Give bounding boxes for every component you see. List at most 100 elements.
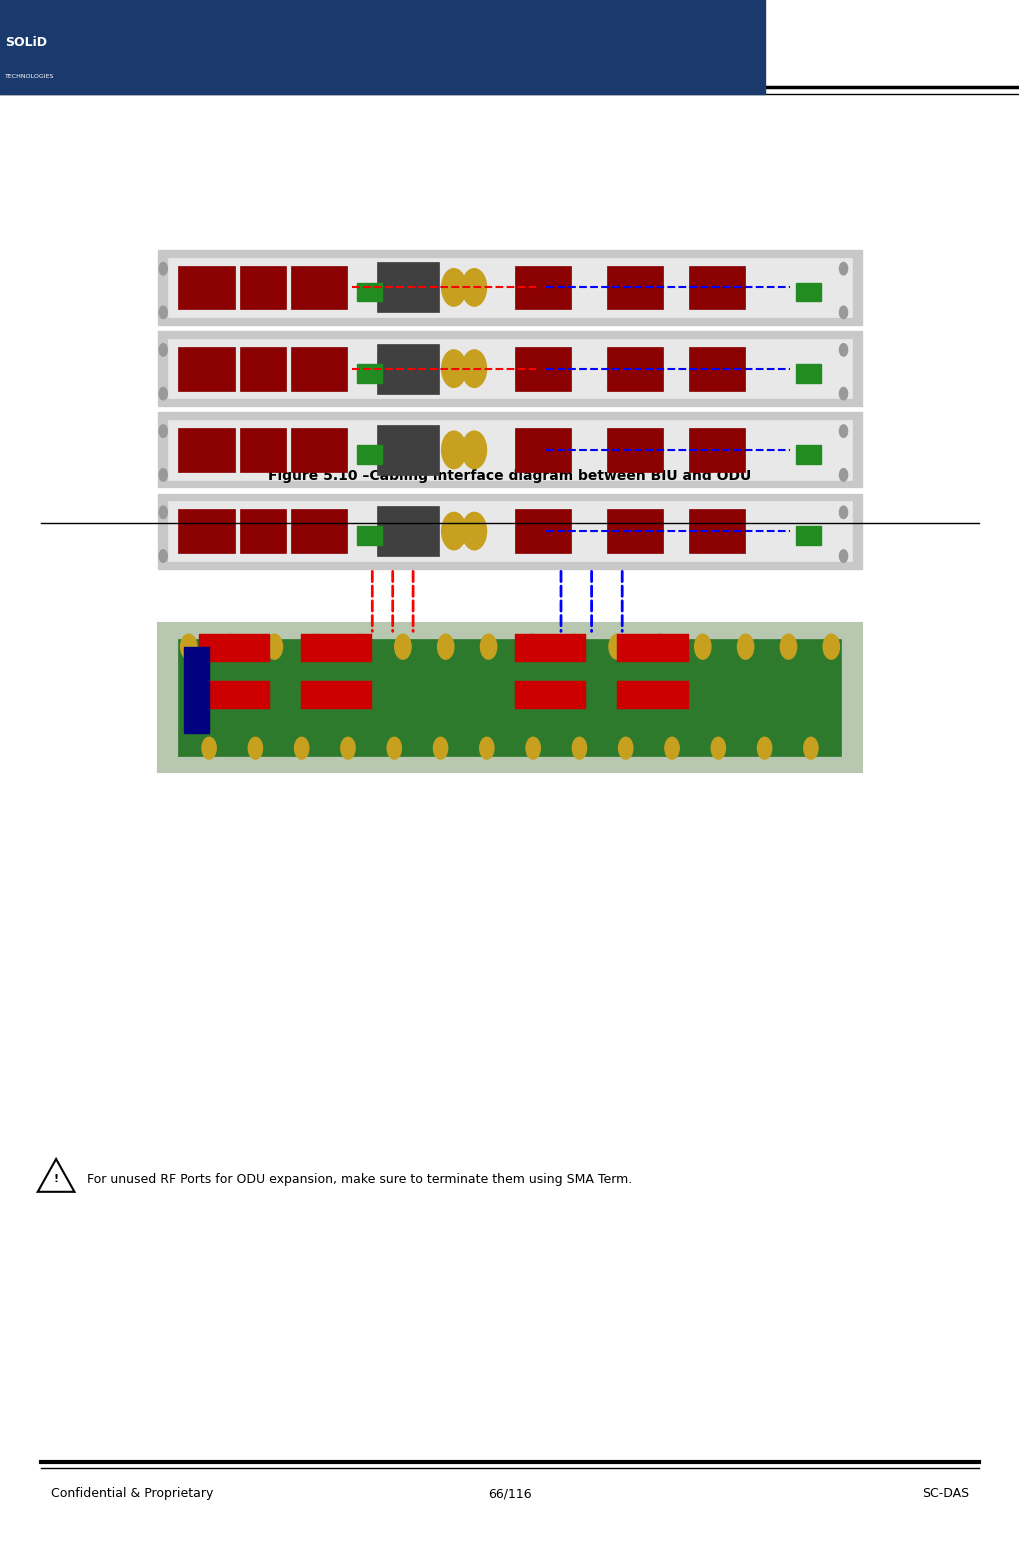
Circle shape [462, 512, 486, 550]
Bar [606, 266, 662, 309]
Bar [377, 344, 438, 394]
Bar [515, 266, 571, 309]
Bar [515, 428, 571, 472]
Bar [178, 509, 234, 553]
Circle shape [352, 634, 368, 659]
Circle shape [757, 737, 771, 759]
Circle shape [651, 634, 667, 659]
Circle shape [839, 344, 847, 356]
Bar [183, 647, 209, 733]
Bar [178, 428, 234, 472]
Bar [239, 266, 285, 309]
Circle shape [839, 425, 847, 437]
Circle shape [159, 425, 167, 437]
Circle shape [462, 269, 486, 306]
Circle shape [462, 431, 486, 469]
Bar [158, 250, 861, 325]
Circle shape [822, 634, 839, 659]
Circle shape [737, 634, 753, 659]
Bar [158, 412, 861, 487]
Circle shape [839, 469, 847, 481]
Bar [357, 445, 382, 464]
Bar [290, 266, 346, 309]
Bar [515, 509, 571, 553]
Bar [688, 266, 744, 309]
Circle shape [441, 269, 466, 306]
Circle shape [387, 737, 401, 759]
Text: For unused RF Ports for ODU expansion, make sure to terminate them using SMA Ter: For unused RF Ports for ODU expansion, m… [87, 1173, 632, 1186]
Bar [357, 283, 382, 301]
Bar [616, 681, 688, 709]
Circle shape [202, 737, 216, 759]
Bar [377, 506, 438, 556]
Bar [158, 331, 861, 406]
Circle shape [159, 262, 167, 275]
Circle shape [294, 737, 309, 759]
Circle shape [223, 634, 239, 659]
Circle shape [523, 634, 539, 659]
Bar [301, 634, 372, 662]
Text: Figure 5.10 –Cabling interface diagram between BIU and ODU: Figure 5.10 –Cabling interface diagram b… [268, 470, 751, 483]
Circle shape [462, 350, 486, 387]
Bar [199, 634, 270, 662]
Bar [377, 262, 438, 312]
Circle shape [340, 737, 355, 759]
Bar [158, 623, 861, 772]
Circle shape [608, 634, 625, 659]
Circle shape [159, 550, 167, 562]
Circle shape [839, 506, 847, 519]
Circle shape [780, 634, 796, 659]
Circle shape [694, 634, 710, 659]
Bar [239, 347, 285, 390]
Bar [178, 639, 841, 756]
Circle shape [433, 737, 447, 759]
Circle shape [394, 634, 411, 659]
Bar [0, 0, 764, 94]
Circle shape [479, 737, 493, 759]
Circle shape [180, 634, 197, 659]
Bar [377, 425, 438, 475]
Bar [168, 420, 851, 480]
Bar [239, 509, 285, 553]
Bar [132, 109, 887, 461]
Bar [239, 428, 285, 472]
Bar [168, 258, 851, 317]
Circle shape [159, 306, 167, 319]
Circle shape [159, 387, 167, 400]
Circle shape [566, 634, 582, 659]
Circle shape [803, 737, 817, 759]
Bar [168, 339, 851, 398]
Bar [606, 347, 662, 390]
Bar [795, 364, 820, 383]
Bar [178, 347, 234, 390]
Circle shape [248, 737, 262, 759]
Circle shape [441, 512, 466, 550]
Circle shape [839, 306, 847, 319]
Circle shape [710, 737, 725, 759]
Bar [301, 681, 372, 709]
Bar [158, 494, 861, 569]
Text: 66/116: 66/116 [488, 1487, 531, 1500]
Bar [168, 501, 851, 561]
Bar [515, 681, 586, 709]
Text: TECHNOLOGIES: TECHNOLOGIES [5, 75, 54, 80]
Bar [357, 364, 382, 383]
Bar [795, 526, 820, 545]
Text: SOLiD: SOLiD [5, 36, 47, 48]
Bar [795, 283, 820, 301]
Circle shape [572, 737, 586, 759]
Circle shape [266, 634, 282, 659]
Bar [199, 681, 270, 709]
Bar [357, 526, 382, 545]
Bar [606, 428, 662, 472]
Circle shape [309, 634, 325, 659]
Bar [688, 509, 744, 553]
Circle shape [839, 550, 847, 562]
Circle shape [441, 350, 466, 387]
Circle shape [437, 634, 453, 659]
Bar [688, 347, 744, 390]
Circle shape [664, 737, 679, 759]
Bar [606, 509, 662, 553]
Circle shape [618, 737, 632, 759]
Circle shape [159, 469, 167, 481]
